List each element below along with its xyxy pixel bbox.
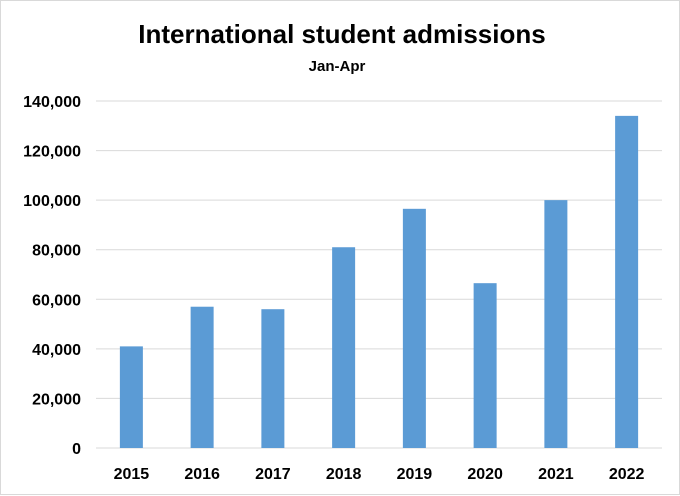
- bar-2016: [190, 306, 214, 448]
- y-tick-label: 20,000: [32, 391, 81, 408]
- bar-2021: [544, 200, 568, 448]
- x-tick-label: 2015: [114, 466, 150, 483]
- chart-title: International student admissions: [138, 19, 546, 49]
- x-tick-label: 2022: [609, 466, 645, 483]
- x-tick-label: 2017: [255, 466, 291, 483]
- y-tick-label: 0: [72, 441, 81, 458]
- x-tick-label: 2021: [538, 466, 574, 483]
- y-tick-label: 60,000: [32, 292, 81, 309]
- bar-2019: [402, 208, 426, 448]
- y-tick-label: 40,000: [32, 342, 81, 359]
- bar-2018: [332, 247, 356, 448]
- bar-2017: [261, 309, 285, 448]
- bar-2020: [473, 283, 497, 448]
- bar-2015: [119, 346, 143, 448]
- chart-subtitle: Jan-Apr: [308, 58, 366, 75]
- y-tick-label: 80,000: [32, 243, 81, 260]
- x-tick-label: 2018: [326, 466, 362, 483]
- x-tick-label: 2016: [184, 466, 220, 483]
- x-tick-label: 2020: [467, 466, 503, 483]
- y-tick-label: 120,000: [23, 144, 81, 161]
- y-tick-label: 100,000: [23, 193, 81, 210]
- x-tick-label: 2019: [397, 466, 433, 483]
- bar-2022: [615, 115, 639, 448]
- y-tick-label: 140,000: [23, 94, 81, 111]
